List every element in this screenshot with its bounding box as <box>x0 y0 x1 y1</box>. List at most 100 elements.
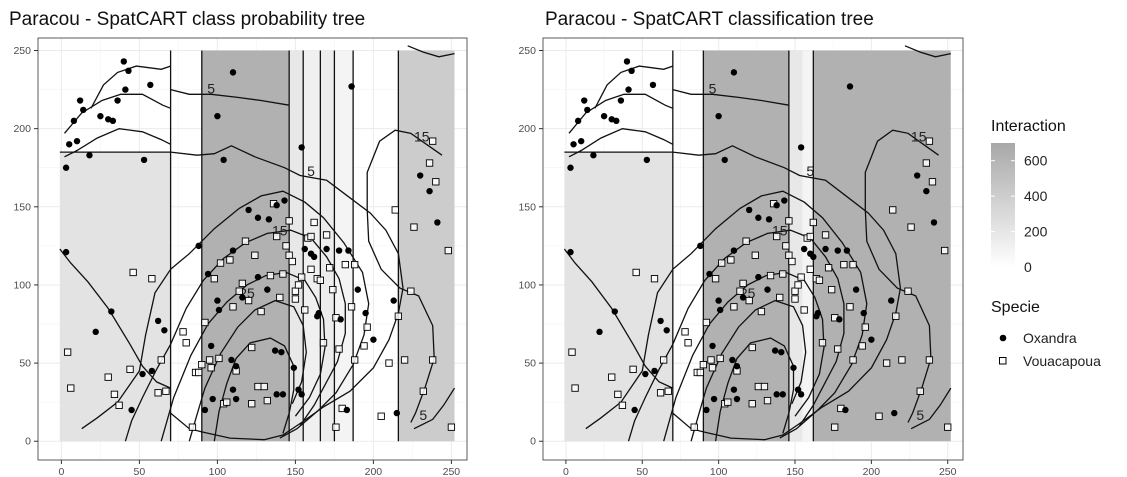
vouacapoua-point <box>251 251 259 259</box>
oxandra-point <box>868 336 875 343</box>
oxandra-point <box>80 106 87 114</box>
vouacapoua-point <box>148 275 156 283</box>
oxandra-point <box>214 112 221 120</box>
vouacapoua-point <box>162 387 170 395</box>
oxandra-point <box>73 137 81 145</box>
vouacapoua-point <box>195 368 203 377</box>
x-tick-label: 0 <box>563 466 569 477</box>
oxandra-point <box>613 117 620 125</box>
vouacapoua-point <box>568 348 576 356</box>
vouacapoua-point <box>944 423 952 431</box>
vouacapoua-point <box>875 412 883 420</box>
oxandra-point <box>852 286 860 293</box>
vouacapoua-point <box>861 323 869 331</box>
oxandra-point <box>584 106 591 114</box>
vouacapoua-point <box>198 361 206 369</box>
vouacapoua-point <box>922 159 930 167</box>
oxandra-point <box>281 197 288 204</box>
oxandra-point <box>147 81 154 89</box>
vouacapoua-point <box>941 246 949 255</box>
vouacapoua-point <box>226 256 234 264</box>
vouacapoua-point <box>391 206 399 214</box>
oxandra-point <box>97 112 104 120</box>
oxandra-point <box>581 97 588 104</box>
vouacapoua-point <box>806 265 814 273</box>
vouacapoua-point <box>425 159 434 167</box>
vouacapoua-point <box>351 356 359 364</box>
vouacapoua-point <box>724 398 732 406</box>
vouacapoua-point <box>351 260 359 269</box>
x-tick-label: 150 <box>287 466 305 477</box>
vouacapoua-point <box>785 217 793 225</box>
vouacapoua-point <box>129 268 137 277</box>
oxandra-point <box>596 328 603 336</box>
contour-label: 15 <box>911 129 927 145</box>
oxandra-point <box>625 86 632 93</box>
vouacapoua-point <box>815 276 824 284</box>
vouacapoua-point <box>650 275 659 283</box>
oxandra-point <box>628 67 635 75</box>
oxandra-point <box>706 270 713 278</box>
oxandra-point <box>649 81 657 89</box>
y-tick-label: 0 <box>530 436 536 448</box>
vouacapoua-point <box>329 285 337 294</box>
x-tick-label: 250 <box>939 466 957 477</box>
vouacapoua-point <box>115 401 123 409</box>
vouacapoua-point <box>809 218 817 227</box>
y-tick-label: 100 <box>13 279 31 291</box>
vouacapoua-point <box>751 251 759 259</box>
oxandra-point <box>229 386 237 393</box>
oxandra-point <box>600 112 608 120</box>
axis-ticks: 0 50 100 150 200 250 0 50 100 150 200 250 <box>518 45 956 477</box>
y-tick-label: 150 <box>13 201 31 213</box>
vouacapoua-point <box>285 251 293 259</box>
oxandra-point <box>745 206 753 214</box>
oxandra-point <box>370 336 377 343</box>
contour-line <box>672 190 868 439</box>
oxandra-point <box>122 86 129 93</box>
oxandra-point <box>891 409 898 417</box>
vouacapoua-point <box>791 295 799 303</box>
contour-line <box>563 248 674 389</box>
oxandra-point <box>345 247 352 254</box>
oxandra-point <box>567 164 574 171</box>
oxandra-point <box>790 364 797 371</box>
oxandra-point <box>810 253 817 261</box>
vouacapoua-point <box>229 303 237 311</box>
vouacapoua-point <box>394 312 403 320</box>
contour-line <box>910 387 952 430</box>
vouacapoua-point <box>681 328 689 336</box>
contour-line <box>672 88 790 106</box>
oxandra-point <box>254 214 262 221</box>
region-rect <box>703 50 789 442</box>
oxandra-point <box>590 152 597 159</box>
oxandra-point <box>703 406 710 414</box>
oxandra-point <box>207 342 215 350</box>
oxandra-point <box>204 270 212 278</box>
oxandra-point <box>76 97 84 104</box>
x-tick-label: 200 <box>863 466 881 477</box>
oxandra-point <box>232 395 240 403</box>
oxandra-point <box>239 294 246 301</box>
oxandra-point <box>577 137 585 145</box>
vouacapoua-point <box>711 275 720 283</box>
vouacapoua-point <box>419 387 427 395</box>
oxandra-point <box>611 308 618 315</box>
colorbar-tick-label: 200 <box>1024 224 1048 240</box>
vouacapoua-point <box>238 279 247 288</box>
oxandra-point <box>86 152 93 159</box>
oxandra-point <box>298 144 305 151</box>
oxandra-point <box>730 69 738 76</box>
oxandra-point <box>797 144 805 151</box>
region-rect <box>334 50 354 442</box>
oxandra-point <box>279 391 287 398</box>
vouacapoua-point <box>776 293 784 302</box>
oxandra-point <box>709 342 716 350</box>
panel-frame <box>542 37 964 461</box>
vouacapoua-point <box>708 364 717 372</box>
contour-label: 5 <box>709 80 717 96</box>
vouacapoua-point <box>773 232 781 241</box>
vouacapoua-point <box>248 400 256 408</box>
region-rect <box>813 50 951 442</box>
